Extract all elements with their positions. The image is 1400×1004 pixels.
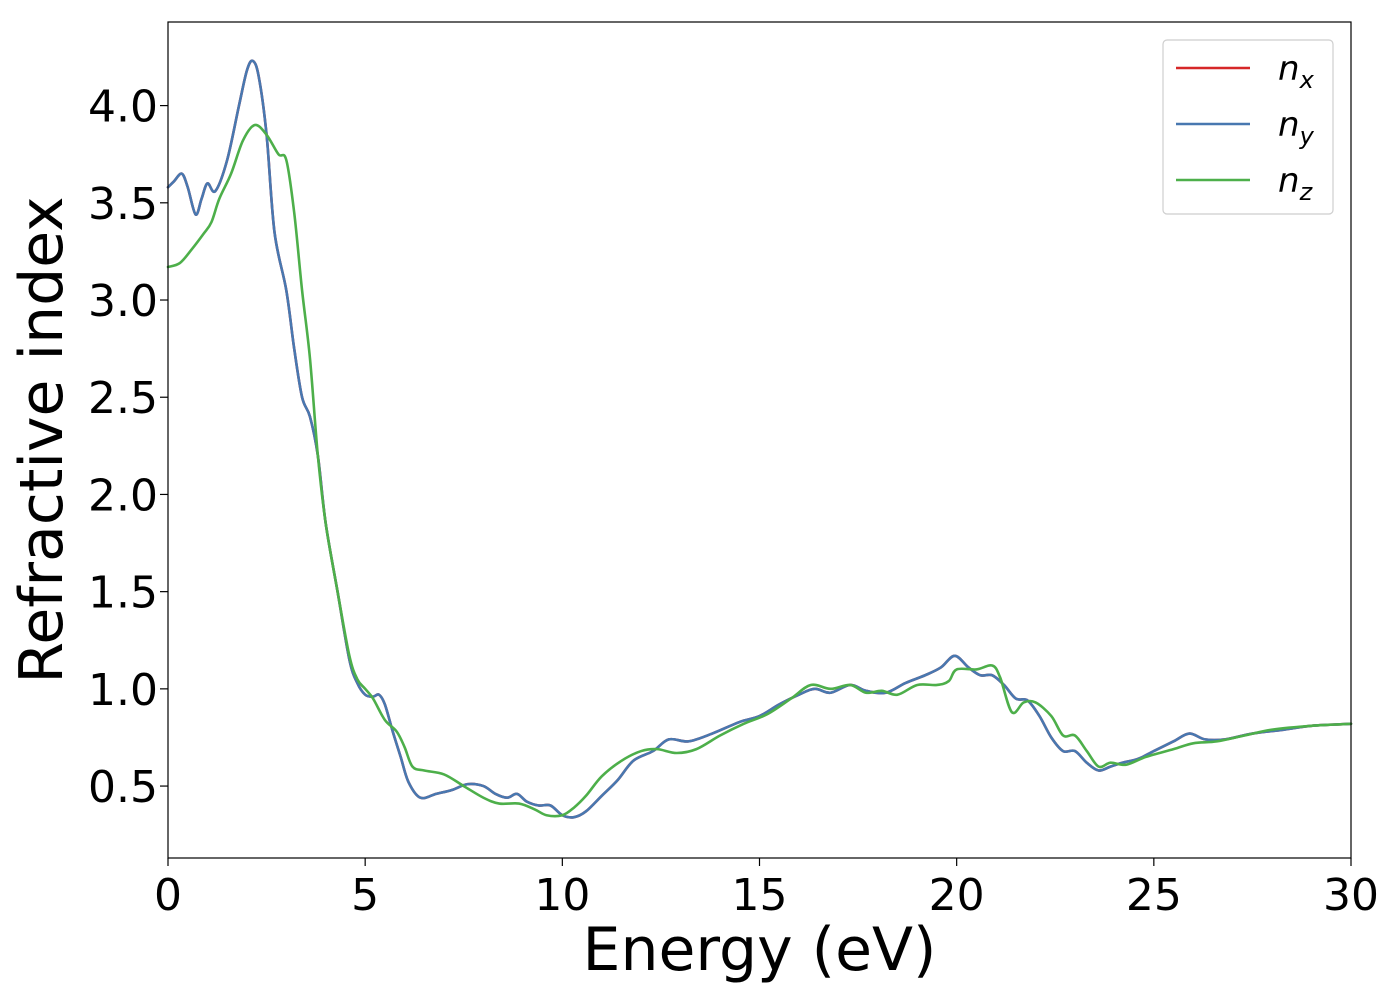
x-axis-label: Energy (eV) xyxy=(583,915,937,985)
series-line-y xyxy=(166,59,1353,819)
y-axis-label: Refractive index xyxy=(7,196,77,683)
legend-label-subscript: x xyxy=(1299,66,1315,94)
x-axis-ticks: 0 5 10 15 20 25 30 xyxy=(154,858,1379,921)
x-tick-label: 15 xyxy=(732,870,788,921)
y-tick-label: 2.5 xyxy=(88,373,158,424)
y-tick-label: 1.5 xyxy=(88,568,158,619)
y-tick-label: 0.5 xyxy=(88,762,158,813)
series-line-z xyxy=(166,123,1353,818)
y-tick-label: 4.0 xyxy=(88,82,158,133)
legend-label-z: nz xyxy=(1278,161,1314,206)
legend-label-x: nx xyxy=(1278,49,1315,94)
y-tick-label: 3.5 xyxy=(88,179,158,230)
legend-label-base: n xyxy=(1278,49,1300,89)
y-tick-label: 3.0 xyxy=(88,276,158,327)
y-tick-label: 2.0 xyxy=(88,470,158,521)
x-tick-label: 30 xyxy=(1323,870,1379,921)
x-tick-label: 10 xyxy=(534,870,590,921)
legend-label-y: ny xyxy=(1278,105,1315,150)
legend-label-base: n xyxy=(1278,161,1300,201)
x-tick-label: 20 xyxy=(929,870,985,921)
legend-frame xyxy=(1162,39,1334,215)
y-tick-label: 1.0 xyxy=(88,665,158,716)
x-tick-label: 25 xyxy=(1126,870,1182,921)
y-axis-ticks: 0.5 1.0 1.5 2.0 2.5 3.0 3.5 4.0 xyxy=(88,82,168,813)
legend-label-base: n xyxy=(1278,105,1300,145)
legend-label-subscript: z xyxy=(1299,178,1314,206)
legend-label-subscript: y xyxy=(1299,122,1315,150)
x-tick-label: 0 xyxy=(154,870,182,921)
x-tick-label: 5 xyxy=(351,870,379,921)
series-layer xyxy=(166,59,1353,819)
